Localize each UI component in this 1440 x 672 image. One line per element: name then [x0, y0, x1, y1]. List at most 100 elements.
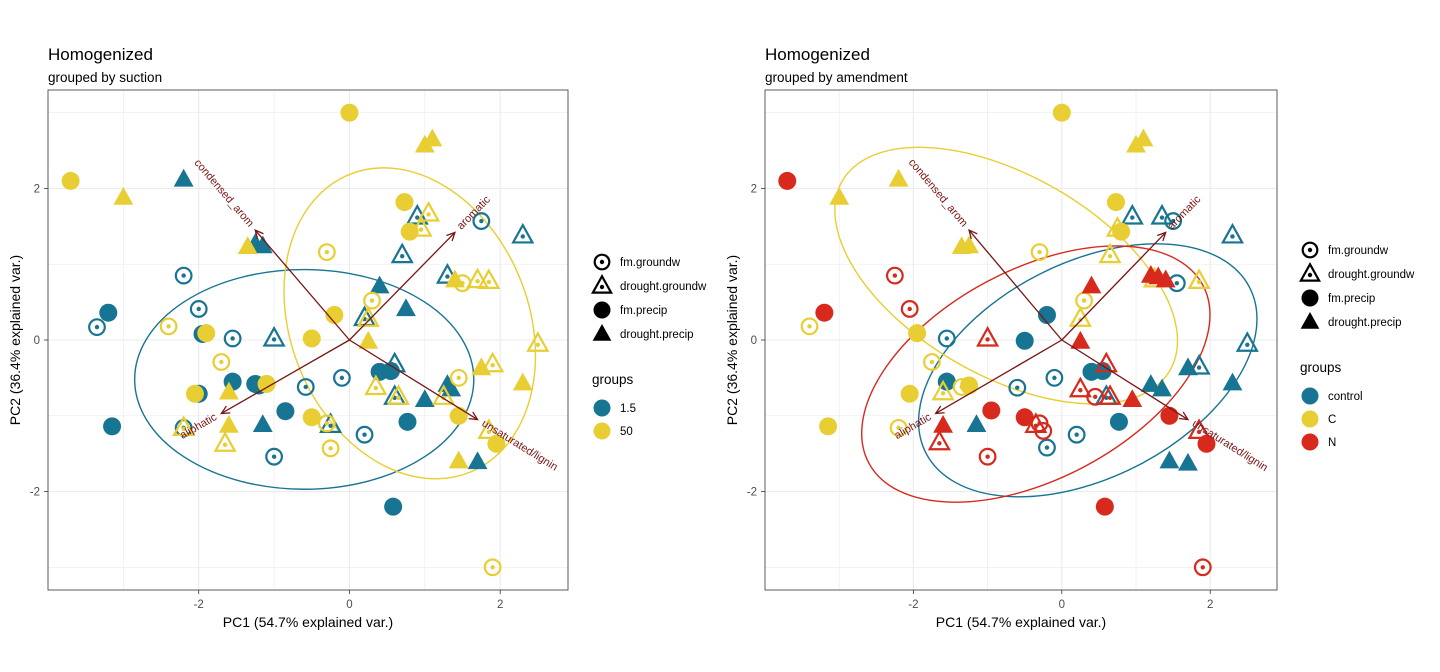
- loading-arrow: [254, 229, 350, 341]
- legend-label: 50: [620, 426, 633, 438]
- point-drought-precip: [966, 414, 987, 433]
- marker-outline: [1120, 203, 1144, 225]
- point-fm-groundw: [159, 317, 178, 336]
- marker-center-dot: [940, 391, 946, 396]
- point-drought-groundw: [1068, 306, 1092, 327]
- point-drought-groundw: [1098, 242, 1122, 264]
- point-fm-precip: [1112, 222, 1131, 241]
- point-drought-groundw: [477, 418, 501, 440]
- legend-label: drought.precip: [620, 329, 694, 341]
- point-fm-precip: [302, 408, 321, 427]
- marker-center-dot: [369, 298, 375, 303]
- x-axis-title: PC1 (54.7% explained var.): [223, 614, 393, 630]
- marker-ring: [800, 317, 819, 336]
- marker-center-dot: [1230, 234, 1235, 239]
- marker-ring: [189, 300, 208, 318]
- point-fm-precip: [487, 434, 506, 453]
- legend-key-drought-groundw: [591, 273, 613, 294]
- point-drought-precip: [467, 451, 488, 470]
- point-fm-groundw: [900, 300, 919, 318]
- marker-center-dot: [339, 375, 345, 381]
- point-fm-groundw: [321, 439, 340, 458]
- marker-outline: [1068, 376, 1092, 398]
- point-fm-groundw: [1038, 438, 1056, 457]
- marker-outline: [477, 268, 501, 290]
- point-drought-precip: [888, 168, 909, 187]
- legend-swatch: [593, 422, 611, 440]
- point-fm-groundw: [174, 266, 193, 285]
- legend-label: drought.groundw: [1328, 269, 1415, 281]
- point-drought-groundw: [477, 268, 501, 290]
- point-fm-precip: [197, 324, 216, 343]
- point-fm-groundw: [937, 329, 956, 348]
- marker-center-dot: [929, 359, 935, 365]
- marker-center-dot: [445, 274, 450, 279]
- marker-outline: [213, 431, 237, 452]
- point-fm-precip: [61, 171, 80, 190]
- point-drought-groundw: [356, 306, 380, 327]
- point-fm-groundw: [1008, 378, 1027, 397]
- point-fm-groundw: [317, 414, 336, 433]
- marker-center-dot: [1307, 247, 1313, 253]
- point-fm-groundw: [483, 558, 502, 577]
- point-drought-precip: [1159, 450, 1180, 469]
- point-fm-precip: [1052, 103, 1071, 122]
- legend-key-fm-groundw: [1301, 241, 1319, 259]
- marker-ring: [593, 253, 611, 271]
- legend-label: fm.precip: [1328, 293, 1375, 305]
- point-fm-precip: [908, 324, 927, 343]
- point-fm-precip: [395, 193, 414, 212]
- marker-center-dot: [1074, 432, 1079, 437]
- marker-center-dot: [1033, 423, 1039, 429]
- marker-center-dot: [985, 454, 990, 459]
- point-fm-precip: [398, 412, 417, 431]
- marker-center-dot: [1245, 342, 1250, 347]
- marker-center-dot: [486, 429, 492, 435]
- legend-label: N: [1328, 437, 1336, 449]
- marker-center-dot: [271, 337, 277, 342]
- marker-outline: [931, 379, 955, 401]
- marker-center-dot: [418, 227, 424, 232]
- marker-center-dot: [490, 565, 495, 570]
- x-tick-label: 2: [497, 599, 503, 611]
- marker-ring: [223, 329, 242, 348]
- point-drought-precip: [1122, 389, 1143, 408]
- marker-center-dot: [937, 441, 942, 446]
- point-drought-precip: [369, 275, 390, 294]
- point-fm-precip: [1106, 193, 1125, 212]
- point-drought-groundw: [1068, 376, 1092, 398]
- marker-ring: [363, 291, 381, 310]
- point-drought-groundw: [526, 331, 550, 352]
- x-axis-title: PC1 (54.7% explained var.): [936, 614, 1106, 630]
- marker-center-dot: [166, 324, 171, 329]
- point-drought-precip: [512, 372, 533, 391]
- marker-ring: [1008, 378, 1027, 397]
- legend-label: fm.groundw: [620, 257, 681, 269]
- marker-center-dot: [1196, 365, 1202, 370]
- point-fm-groundw: [265, 447, 283, 466]
- point-drought-groundw: [931, 379, 955, 401]
- marker-outline: [262, 325, 286, 347]
- point-fm-precip: [982, 401, 1001, 420]
- marker-outline: [172, 415, 196, 436]
- point-fm-precip: [900, 384, 919, 403]
- point-drought-groundw: [1120, 203, 1144, 225]
- marker-outline: [481, 351, 505, 373]
- marker-center-dot: [892, 273, 898, 278]
- point-drought-precip: [422, 128, 443, 147]
- loading-arrow: [935, 339, 1063, 415]
- marker-center-dot: [486, 279, 492, 285]
- y-tick-label: 0: [34, 335, 40, 347]
- marker-outline: [1098, 384, 1122, 405]
- marker-center-dot: [1015, 385, 1020, 390]
- point-fm-groundw: [333, 368, 351, 387]
- point-fm-precip: [340, 103, 359, 122]
- loading-arrowhead: [446, 231, 457, 242]
- legend-label: fm.groundw: [1328, 245, 1389, 257]
- loading-arrow: [348, 231, 456, 341]
- marker-center-dot: [271, 454, 277, 459]
- marker-center-dot: [520, 234, 525, 239]
- point-fm-groundw: [800, 317, 819, 336]
- marker-center-dot: [985, 337, 990, 342]
